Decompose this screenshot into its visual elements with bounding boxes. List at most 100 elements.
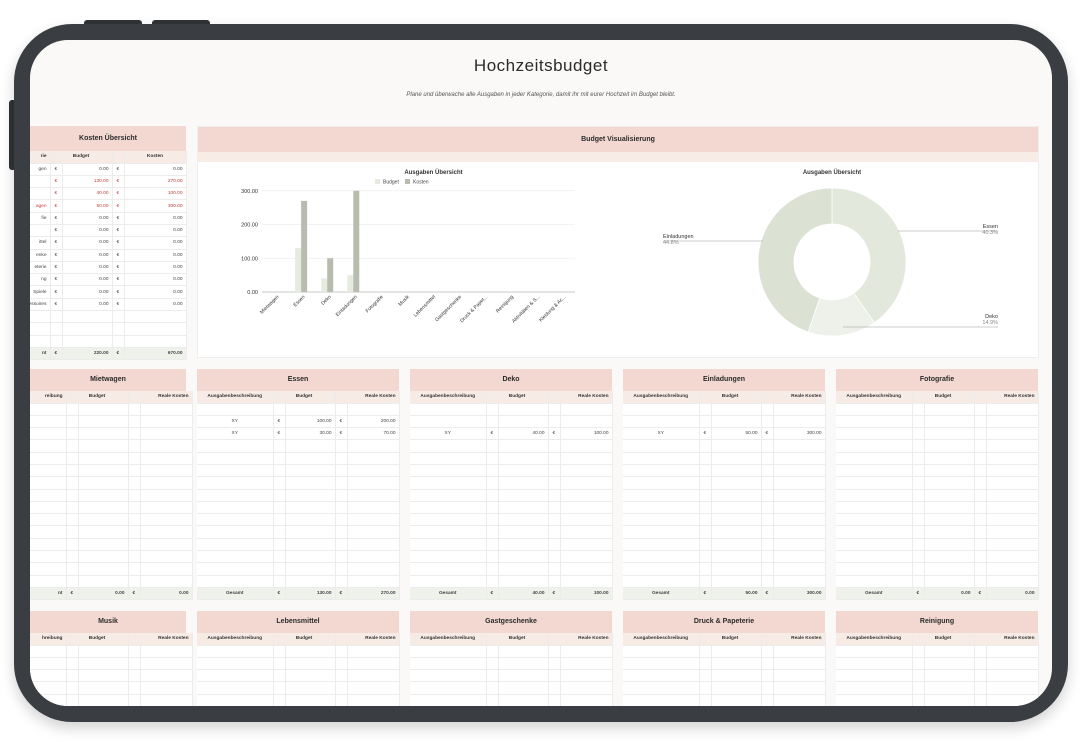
cost-row-label: ittel	[30, 236, 51, 250]
category-table: Ausgabenbeschreibung Budget Reale Kosten XY…	[197, 391, 400, 600]
col-description: Ausgabenbeschreibung	[623, 633, 700, 646]
table-row	[410, 681, 613, 695]
cost-col-kosten: Kosten	[124, 151, 187, 164]
table-row	[197, 439, 400, 453]
category-title: Mietwagen	[30, 369, 186, 391]
currency-symbol: €	[112, 199, 125, 213]
row-budget: 50.00	[711, 427, 762, 441]
donut-slice-essen	[831, 187, 907, 324]
cost-row-cost: 0.00	[124, 212, 187, 225]
table-row	[836, 452, 1039, 465]
x-tick-label: Reinigung	[495, 294, 515, 314]
table-row	[410, 562, 613, 576]
category-mietwagen: Mietwagen reibung Budget Reale Kosten nt €0.0…	[30, 369, 193, 600]
cost-row-cost: 0.00	[124, 298, 187, 312]
category-table: Ausgabenbeschreibung Budget Reale Kosten Ge…	[836, 391, 1039, 600]
table-row	[197, 489, 400, 502]
currency-symbol: €	[50, 249, 63, 262]
cost-row: gen €0.00 €0.00	[30, 163, 187, 176]
table-row	[197, 476, 400, 490]
currency-symbol: €	[50, 175, 63, 189]
table-row	[410, 439, 613, 453]
table-row	[836, 575, 1039, 588]
table-row	[623, 415, 826, 429]
total-budget: 40.00	[498, 587, 549, 600]
cost-row-label	[30, 175, 51, 189]
cost-row-cost: 100.00	[124, 187, 187, 201]
total-real-cost: 0.00	[140, 587, 193, 600]
table-row	[623, 501, 826, 515]
currency-symbol: €	[112, 298, 125, 312]
total-real-cost: 270.00	[347, 587, 400, 600]
col-budget: Budget	[273, 633, 336, 646]
table-row	[30, 427, 193, 441]
table-row	[197, 464, 400, 478]
table-row	[30, 657, 193, 671]
currency-symbol: €	[273, 415, 286, 429]
table-row	[836, 645, 1039, 658]
table-row	[836, 681, 1039, 695]
category-fotografie: Fotografie Ausgabenbeschreibung Budget Real…	[836, 369, 1039, 600]
col-budget: Budget	[699, 391, 762, 404]
category-musik: Musik hreibung Budget Reale Kosten	[30, 611, 193, 706]
table-row	[623, 489, 826, 502]
currency-symbol: €	[50, 199, 63, 213]
row-description: XY	[410, 427, 487, 441]
table-row	[836, 501, 1039, 515]
col-description: reibung	[30, 391, 67, 404]
total-row: Gesamt €40.00 €100.00	[410, 587, 613, 600]
total-budget: 50.00	[711, 587, 762, 600]
category-title: Essen	[197, 369, 399, 391]
cost-row-budget: 0.00	[62, 285, 113, 299]
x-tick-label: Kleidung & Ac...	[538, 294, 567, 323]
table-row	[836, 513, 1039, 527]
y-tick-label: 300.00	[241, 189, 258, 195]
table-row	[30, 681, 193, 695]
col-budget: Budget	[699, 633, 762, 646]
table-row	[30, 403, 193, 416]
table-row	[410, 415, 613, 429]
category-table: Ausgabenbeschreibung Budget Reale Kosten	[410, 633, 613, 706]
cost-row-budget: 0.00	[62, 224, 113, 238]
table-row	[197, 562, 400, 576]
col-real-costs: Reale Kosten	[548, 391, 613, 404]
table-row	[623, 513, 826, 527]
table-row	[410, 550, 613, 564]
currency-symbol: €	[335, 587, 348, 600]
row-description: XY	[623, 427, 700, 441]
cost-row-cost: 300.00	[124, 199, 187, 213]
y-tick-label: 0.00	[247, 290, 258, 296]
row-real-cost: 300.00	[773, 427, 826, 441]
currency-symbol: €	[548, 587, 561, 600]
table-row	[836, 415, 1039, 429]
category-table: reibung Budget Reale Kosten nt €0.00 €0.00	[30, 391, 193, 600]
currency-symbol: €	[335, 427, 348, 441]
table-row	[410, 501, 613, 515]
col-real-costs: Reale Kosten	[548, 633, 613, 646]
table-row	[410, 538, 613, 552]
table-row	[623, 538, 826, 552]
currency-symbol: €	[50, 347, 63, 360]
currency-symbol: €	[112, 261, 125, 275]
category-lebensmittel: Lebensmittel Ausgabenbeschreibung Budget Re…	[197, 611, 400, 706]
cost-row-cost: 0.00	[124, 224, 187, 238]
category-table: Ausgabenbeschreibung Budget Reale Kosten	[197, 633, 400, 706]
table-row	[623, 681, 826, 695]
table-row	[836, 439, 1039, 453]
page-title: Hochzeitsbudget	[473, 56, 609, 75]
table-row	[623, 403, 826, 416]
total-row: Gesamt €0.00 €0.00	[836, 587, 1039, 600]
table-row	[30, 476, 193, 490]
cost-row-label: fie	[30, 212, 51, 225]
table-row	[197, 657, 400, 671]
budget-visualization-panel: Budget Visualisierung Ausgaben Übersicht…	[197, 126, 1039, 358]
row-budget: 100.00	[285, 415, 336, 429]
category-title: Druck & Papeterie	[623, 611, 825, 633]
legend-swatch-budget	[375, 179, 380, 184]
charts-canvas: Ausgaben Übersicht Budget Kosten 0.00 100.00…	[241, 169, 998, 337]
currency-symbol: €	[912, 587, 925, 600]
currency-symbol: €	[66, 587, 79, 600]
category-title: Gastgeschenke	[410, 611, 612, 633]
x-tick-label: Fotografie	[365, 294, 385, 314]
total-label: Gesamt	[410, 587, 487, 600]
